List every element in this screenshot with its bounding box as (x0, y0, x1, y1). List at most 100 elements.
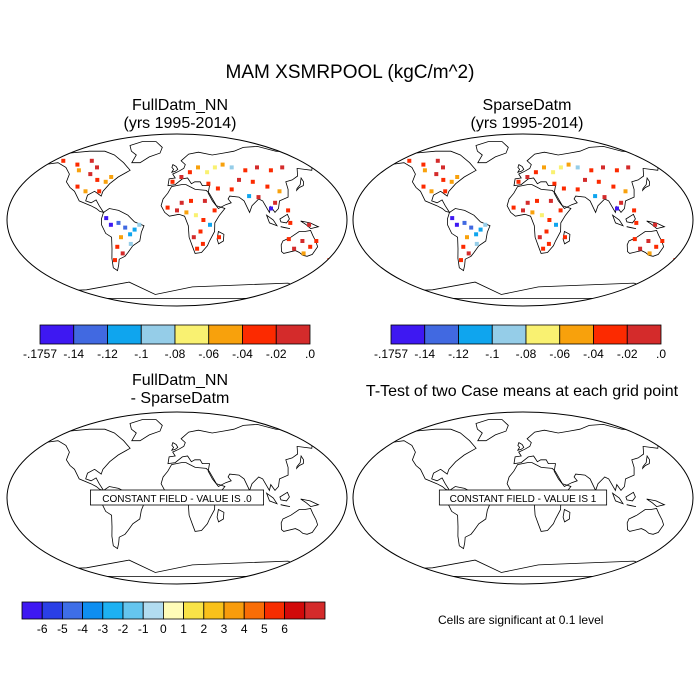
coastline-outline (279, 491, 290, 502)
grid-cell-marker (558, 208, 563, 213)
grid-cell-marker (255, 165, 259, 170)
grid-cell-marker (478, 227, 483, 232)
grid-cell-marker (83, 189, 88, 194)
grid-cell-marker (521, 208, 525, 213)
coastline-outline (513, 145, 666, 214)
colorbar-tick-label: -2 (118, 622, 129, 636)
coastline-outline (626, 230, 665, 257)
constant-field-box (438, 489, 608, 506)
grid-cell-marker (611, 184, 616, 189)
colorbar-tick-label: -.08 (165, 347, 186, 361)
grid-cell-marker (191, 235, 196, 240)
coastline-outline (626, 504, 637, 507)
coastline-outline (388, 150, 477, 214)
coastline-outline (475, 141, 509, 164)
colorbar-tick-label: -4 (77, 622, 88, 636)
colorbar-tick-label: -5 (57, 622, 68, 636)
colorbar-tick-label: -.08 (516, 347, 537, 361)
grid-cell-marker (459, 258, 463, 263)
coastline-outline (265, 492, 278, 505)
coastline-outline (646, 220, 666, 230)
coastline-outline (388, 428, 477, 492)
grid-cell-marker (474, 241, 479, 246)
grid-cell-marker (465, 235, 469, 240)
coastline-outline (513, 423, 666, 492)
colorbar-swatch (21, 601, 43, 620)
grid-cell-marker (421, 184, 426, 189)
colorbar-swatch (284, 601, 306, 620)
coastline-outline (475, 419, 509, 442)
coastline-outline (625, 213, 636, 224)
grid-cell-marker (474, 232, 479, 237)
grid-cell-marker (184, 210, 189, 215)
grid-cell-marker (623, 189, 628, 194)
coastline-outline (388, 281, 658, 299)
colorbar-swatch (142, 601, 164, 620)
grid-cell-marker (175, 208, 179, 213)
grid-cell-marker (250, 179, 255, 184)
colorbar-tick-label: -.06 (549, 347, 570, 361)
panel-4-title-line1: T-Test of two Case means at each grid po… (365, 383, 679, 400)
colorbar-tick-label: -.02 (266, 347, 287, 361)
grid-cell-marker (104, 216, 109, 221)
coastline-outline (506, 184, 572, 254)
grid-cell-marker (602, 195, 607, 200)
grid-cell-marker (537, 235, 542, 240)
grid-cell-marker (542, 165, 546, 170)
grid-cell-marker (455, 175, 460, 179)
grid-cell-marker (229, 165, 234, 170)
grid-cell-marker (575, 165, 580, 170)
grid-cell-marker (97, 189, 102, 194)
colorbar-tick-label: 0 (160, 622, 167, 636)
grid-cell-marker (421, 162, 426, 167)
grid-cell-marker (268, 168, 273, 173)
grid-cell-marker (443, 189, 448, 194)
coastline-outline (626, 508, 665, 535)
map-boundary (352, 133, 694, 307)
coastline-outline (646, 498, 666, 508)
grid-cell-marker (212, 165, 217, 170)
grid-cell-marker (196, 165, 200, 170)
coastline-outline (129, 419, 163, 442)
grid-cell-marker (544, 229, 549, 234)
panel-3-title-line2: - SparseDatm (130, 390, 230, 407)
grid-cell-marker (541, 246, 546, 251)
grid-cell-marker (301, 251, 306, 256)
coastline-outline (280, 508, 319, 535)
coastline-outline (626, 226, 637, 229)
grid-cell-marker (530, 210, 535, 215)
grid-cell-marker (273, 200, 278, 205)
footnote: Cells are significant at 0.1 level (438, 613, 604, 627)
grid-cell-marker (187, 170, 192, 175)
grid-cell-marker (201, 218, 206, 222)
colorbar-swatch (263, 601, 285, 620)
grid-cell-marker (552, 181, 557, 186)
colorbar-tick-label: -6 (37, 622, 48, 636)
coastline-outline (129, 141, 163, 164)
colorbar-swatch (62, 601, 84, 620)
grid-cell-marker (434, 172, 439, 177)
coastline-outline (295, 176, 305, 192)
grid-cell-marker (407, 158, 412, 163)
grid-cell-marker (539, 213, 544, 218)
constant-field-box (90, 489, 264, 506)
colorbar-tick-label: -.1 (134, 347, 148, 361)
grid-cell-marker (647, 251, 652, 256)
grid-cell-marker (525, 200, 530, 205)
grid-cell-marker (546, 241, 551, 246)
coastline-outline (280, 504, 291, 507)
grid-cell-marker (435, 158, 440, 163)
grid-cell-marker (646, 239, 651, 243)
grid-cell-marker (189, 198, 193, 203)
colorbar-tick-label: -.12 (97, 347, 118, 361)
grid-cell-marker (286, 237, 291, 242)
grid-cell-marker (215, 186, 220, 191)
map-contents (388, 141, 678, 299)
grid-cell-marker (108, 222, 113, 227)
coastline-outline (611, 214, 624, 227)
grid-cell-marker (300, 239, 305, 243)
map-contents (42, 141, 332, 299)
colorbar-tick-label: 4 (241, 622, 248, 636)
colorbar-tick-label: -.1 (485, 347, 499, 361)
grid-cell-marker (280, 165, 285, 170)
